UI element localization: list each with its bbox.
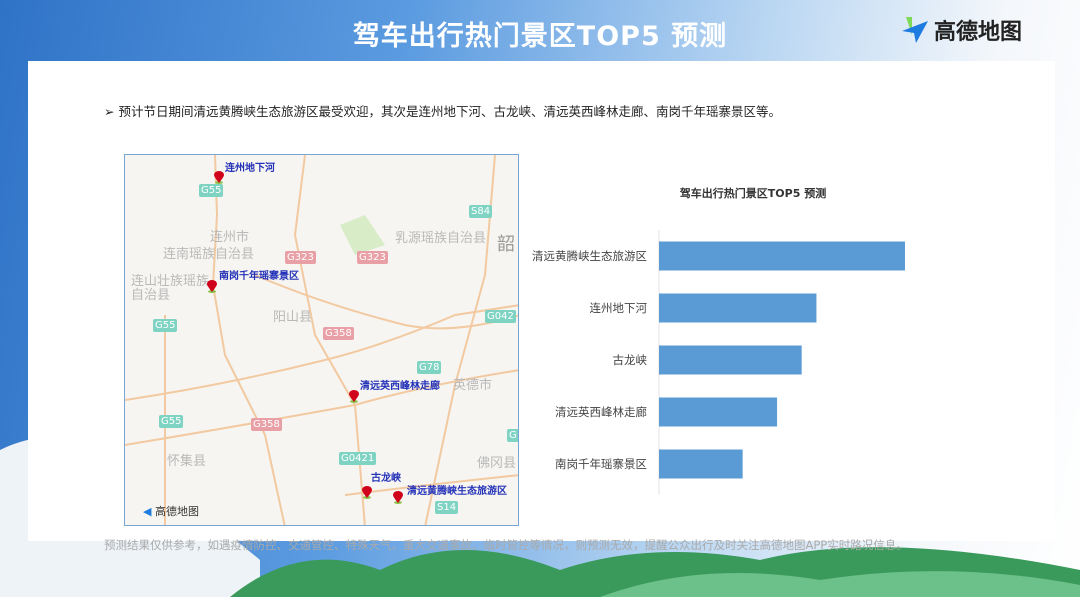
- marker-label: 南岗千年瑶寨景区: [219, 271, 299, 282]
- category-label: 古龙峡: [613, 353, 648, 367]
- road-shield: G55: [153, 319, 178, 332]
- road-shield: G358: [323, 327, 354, 340]
- map-view[interactable]: 连州市 连南瑶族自治县 连山壮族瑶族自治县 阳山县 乳源瑶族自治县 韶 英德市 …: [124, 154, 519, 526]
- road-shield: S84: [469, 205, 493, 218]
- map-pin-icon[interactable]: [207, 280, 217, 293]
- category-label: 清远黄腾峡生态旅游区: [532, 249, 647, 263]
- amap-arrow-icon: ◀: [143, 505, 152, 518]
- bar: [659, 293, 817, 323]
- map-place-label: 阳山县: [273, 310, 313, 325]
- road-shield: G: [507, 429, 518, 442]
- bar: [659, 345, 802, 375]
- logo-text: 高德地图: [934, 20, 1023, 45]
- category-label: 连州地下河: [590, 301, 648, 315]
- marker-label: 清远英西峰林走廊: [360, 381, 440, 392]
- map-watermark: ◀ 高德地图: [143, 503, 199, 519]
- page-title: 驾车出行热门景区TOP5 预测: [352, 21, 728, 52]
- map-place-label: 韶: [497, 234, 515, 255]
- category-label: 清远英西峰林走廊: [555, 405, 647, 419]
- road-shield: S14: [435, 501, 459, 514]
- road-network: [125, 155, 518, 525]
- amap-logo-icon: [902, 17, 928, 43]
- map-place-label: 乳源瑶族自治县: [395, 231, 487, 246]
- map-pin-icon[interactable]: [349, 390, 359, 403]
- map-pin-icon[interactable]: [393, 491, 403, 504]
- road-shield: G323: [357, 251, 388, 264]
- bar: [659, 241, 905, 271]
- map-place-label: 连州市: [210, 230, 250, 245]
- map-place-label: 佛冈县: [477, 456, 517, 471]
- map-place-label: 英德市: [453, 378, 493, 393]
- road-shield: G042: [485, 310, 516, 323]
- marker-label: 连州地下河: [225, 163, 275, 174]
- map-pin-icon[interactable]: [362, 486, 372, 499]
- brand-logo: 高德地图: [900, 14, 1022, 46]
- road-shield: G323: [285, 251, 316, 264]
- bar: [659, 449, 743, 479]
- map-pin-icon[interactable]: [214, 171, 224, 184]
- map-place-label: 怀集县: [167, 454, 207, 469]
- map-place-label: 连南瑶族自治县: [163, 247, 255, 262]
- map-logo-text: 高德地图: [154, 505, 199, 518]
- summary-text: ➢ 预计节日期间清远黄腾峡生态旅游区最受欢迎，其次是连州地下河、古龙峡、清远英西…: [104, 104, 781, 119]
- marker-label: 清远黄腾峡生态旅游区: [407, 486, 507, 497]
- disclaimer-text: 预测结果仅供参考，如遇疫情防控、交通管控、特殊天气、重大交通事故、临时管控等情况…: [104, 538, 908, 552]
- chart-title: 驾车出行热门景区TOP5 预测: [679, 187, 827, 200]
- map-place-label: 连山壮族瑶族自治县: [131, 274, 210, 303]
- road-shield: G55: [199, 184, 224, 197]
- road-shield: G0421: [339, 452, 377, 465]
- road-shield: G55: [159, 415, 184, 428]
- marker-label: 古龙峡: [371, 473, 401, 484]
- road-shield: G78: [417, 361, 442, 374]
- road-shield: G358: [251, 418, 282, 431]
- bar: [659, 397, 778, 427]
- category-label: 南岗千年瑶寨景区: [555, 457, 647, 471]
